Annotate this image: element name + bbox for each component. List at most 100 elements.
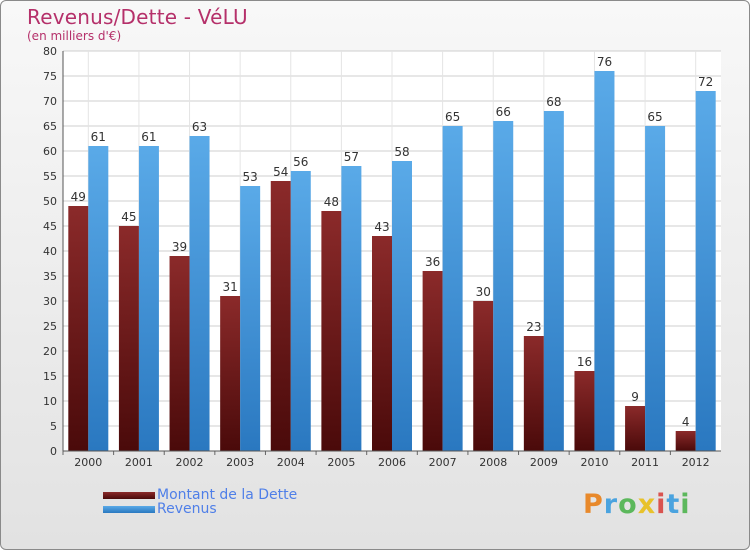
data-label-dette: 23 (526, 320, 541, 334)
logo-letter: t (666, 489, 681, 520)
bar-dette (68, 206, 89, 451)
data-label-dette: 31 (223, 280, 238, 294)
data-label-revenus: 61 (141, 130, 156, 144)
x-tick-label: 2004 (277, 456, 305, 469)
bar-revenus (240, 186, 261, 451)
x-tick-label: 2011 (631, 456, 659, 469)
data-label-revenus: 72 (698, 75, 713, 89)
data-label-dette: 54 (273, 165, 288, 179)
y-tick-label: 50 (43, 195, 57, 208)
y-tick-label: 5 (50, 420, 57, 433)
data-label-revenus: 66 (496, 105, 511, 119)
bar-dette (118, 226, 139, 451)
data-label-dette: 39 (172, 240, 187, 254)
data-label-dette: 4 (682, 415, 690, 429)
x-tick-label: 2006 (378, 456, 406, 469)
data-label-revenus: 53 (243, 170, 258, 184)
y-tick-label: 40 (43, 245, 57, 258)
bar-dette (422, 271, 443, 451)
y-tick-label: 30 (43, 295, 57, 308)
chart-subtitle: (en milliers d'€) (27, 29, 122, 43)
y-tick-label: 15 (43, 370, 57, 383)
y-tick-label: 75 (43, 70, 57, 83)
data-label-dette: 36 (425, 255, 440, 269)
x-tick-label: 2010 (580, 456, 608, 469)
bar-revenus (88, 146, 109, 451)
data-label-revenus: 65 (445, 110, 460, 124)
bar-revenus (290, 171, 311, 451)
data-label-revenus: 56 (293, 155, 308, 169)
bar-dette (574, 371, 595, 451)
logo-letter: P (583, 489, 604, 520)
y-tick-label: 20 (43, 345, 57, 358)
data-label-revenus: 68 (546, 95, 561, 109)
proxiti-logo: Proxiti (583, 489, 691, 520)
data-label-revenus: 57 (344, 150, 359, 164)
x-tick-label: 2012 (682, 456, 710, 469)
data-label-dette: 9 (631, 390, 639, 404)
bar-dette (675, 431, 696, 451)
bar-dette (372, 236, 392, 451)
bar-revenus (493, 121, 514, 451)
data-label-revenus: 65 (647, 110, 662, 124)
bar-revenus (442, 126, 463, 451)
x-tick-label: 2001 (125, 456, 153, 469)
bar-dette (473, 301, 494, 451)
bar-dette (321, 211, 342, 451)
legend-swatch-dette (103, 491, 155, 499)
bar-revenus (695, 91, 716, 451)
y-tick-label: 35 (43, 270, 57, 283)
chart-title: Revenus/Dette - VéLU (27, 5, 248, 29)
bar-dette (625, 406, 646, 451)
data-label-revenus: 58 (394, 145, 409, 159)
bar-dette (523, 336, 544, 451)
bar-revenus (392, 161, 412, 451)
data-label-dette: 45 (121, 210, 136, 224)
y-tick-label: 80 (43, 45, 57, 58)
data-label-revenus: 63 (192, 120, 207, 134)
y-tick-label: 45 (43, 220, 57, 233)
x-tick-label: 2002 (176, 456, 204, 469)
legend-item-revenus: Revenus (103, 501, 217, 517)
y-tick-label: 25 (43, 320, 57, 333)
y-tick-label: 70 (43, 95, 57, 108)
bar-revenus (543, 111, 564, 451)
bar-revenus (138, 146, 159, 451)
y-tick-label: 0 (50, 445, 57, 458)
bar-revenus (189, 136, 210, 451)
bar-dette (220, 296, 241, 451)
data-label-dette: 48 (324, 195, 339, 209)
x-tick-label: 2005 (327, 456, 355, 469)
y-tick-label: 55 (43, 170, 57, 183)
x-tick-label: 2000 (74, 456, 102, 469)
legend-label-revenus: Revenus (157, 501, 217, 517)
data-label-dette: 43 (374, 220, 389, 234)
data-label-dette: 30 (476, 285, 491, 299)
logo-letter: r (603, 489, 619, 520)
logo-letter: i (680, 489, 691, 520)
legend-label-dette: Montant de la Dette (157, 487, 298, 503)
x-tick-label: 2007 (429, 456, 457, 469)
data-label-revenus: 76 (597, 55, 612, 69)
bar-dette (270, 181, 291, 451)
y-tick-label: 10 (43, 395, 57, 408)
data-label-dette: 49 (71, 190, 86, 204)
legend-swatch-revenus (103, 505, 155, 513)
bar-revenus (341, 166, 362, 451)
legend-item-dette: Montant de la Dette (103, 487, 297, 503)
y-tick-label: 60 (43, 145, 57, 158)
data-label-dette: 16 (577, 355, 592, 369)
bar-dette (169, 256, 190, 451)
bar-revenus (594, 71, 615, 451)
x-tick-label: 2003 (226, 456, 254, 469)
y-tick-label: 65 (43, 120, 57, 133)
data-label-revenus: 61 (91, 130, 106, 144)
bar-revenus (645, 126, 666, 451)
logo-letter: o (618, 489, 638, 520)
x-tick-label: 2009 (530, 456, 558, 469)
logo-letter: i (656, 489, 667, 520)
logo-letter: x (637, 489, 657, 520)
